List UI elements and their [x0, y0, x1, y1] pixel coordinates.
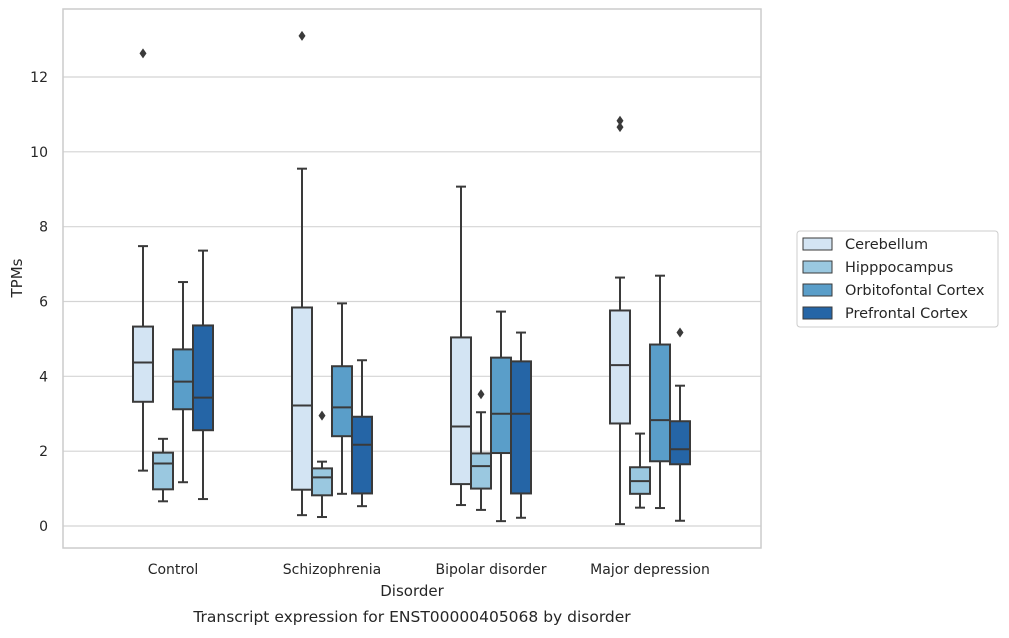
outlier-point: [139, 48, 147, 59]
chart-caption: Transcript expression for ENST0000040506…: [192, 608, 631, 626]
box-plot-hipppocampus: [629, 432, 651, 509]
x-tick-label: Major depression: [590, 562, 710, 578]
outlier-point: [616, 115, 624, 126]
outlier-point: [676, 327, 684, 338]
outlier-point: [298, 30, 306, 41]
x-tick-label: Control: [148, 562, 199, 578]
box-body: [132, 325, 154, 403]
legend-label: Prefrontal Cortex: [845, 306, 968, 322]
y-tick-label: 6: [39, 295, 48, 311]
box-plot-cerebellum: [450, 185, 472, 507]
box-plot-hipppocampus: [311, 410, 333, 519]
y-tick-label: 10: [30, 145, 48, 161]
box-plot-hipppocampus: [152, 437, 174, 503]
legend-swatch: [802, 283, 833, 297]
plot-frame: [62, 8, 762, 549]
box-body: [649, 343, 671, 463]
y-tick-label: 2: [39, 444, 48, 460]
boxes: [132, 30, 691, 526]
legend-swatch: [802, 306, 833, 320]
box-plot-orbitofontal-cortex: [172, 281, 194, 484]
box-body: [351, 415, 373, 495]
box-body: [669, 420, 691, 466]
outlier-point: [616, 122, 624, 133]
box-plot-orbitofontal-cortex: [490, 310, 512, 523]
y-tick-label: 0: [39, 519, 48, 535]
outlier-point: [318, 410, 326, 421]
y-tick-label: 4: [39, 369, 48, 385]
box-body: [311, 467, 333, 497]
box-plot-orbitofontal-cortex: [331, 302, 353, 495]
x-axis-title: Disorder: [380, 582, 444, 600]
box-plot-cerebellum: [609, 115, 631, 526]
box-body: [609, 309, 631, 425]
box-body: [450, 336, 472, 486]
box-body: [510, 360, 532, 495]
box-body: [192, 324, 214, 432]
x-tick-label: Schizophrenia: [283, 562, 381, 578]
legend-swatch: [802, 260, 833, 274]
legend-label: Cerebellum: [845, 237, 928, 253]
box-body: [152, 451, 174, 491]
outlier-point: [477, 389, 485, 400]
box-body: [331, 365, 353, 438]
box-plot-prefrontal-cortex: [669, 327, 691, 522]
box-body: [172, 348, 194, 411]
box-body: [291, 306, 313, 491]
legend-label: Orbitofontal Cortex: [845, 283, 985, 299]
y-tick-label: 12: [30, 70, 48, 86]
y-tick-labels: 0 2 4 6 8 10 12: [30, 70, 48, 535]
y-tick-label: 8: [39, 220, 48, 236]
box-plot-orbitofontal-cortex: [649, 274, 671, 510]
y-axis-title: TPMs: [8, 258, 26, 298]
box-body: [490, 356, 512, 455]
box-plot-cerebellum: [132, 48, 154, 472]
box-plot-prefrontal-cortex: [192, 249, 214, 501]
box-plot-prefrontal-cortex: [351, 359, 373, 508]
legend-swatch: [802, 237, 833, 251]
box-body: [470, 452, 492, 490]
x-tick-labels: Control Schizophrenia Bipolar disorder Majo…: [148, 562, 710, 578]
legend-label: Hipppocampus: [845, 260, 953, 276]
box-plot-prefrontal-cortex: [510, 331, 532, 519]
legend: Cerebellum Hipppocampus Orbitofontal Corte…: [796, 230, 999, 328]
x-tick-label: Bipolar disorder: [435, 562, 546, 578]
box-plot-hipppocampus: [470, 389, 492, 511]
box-plot-cerebellum: [291, 30, 313, 517]
legend-frame: [796, 230, 999, 328]
